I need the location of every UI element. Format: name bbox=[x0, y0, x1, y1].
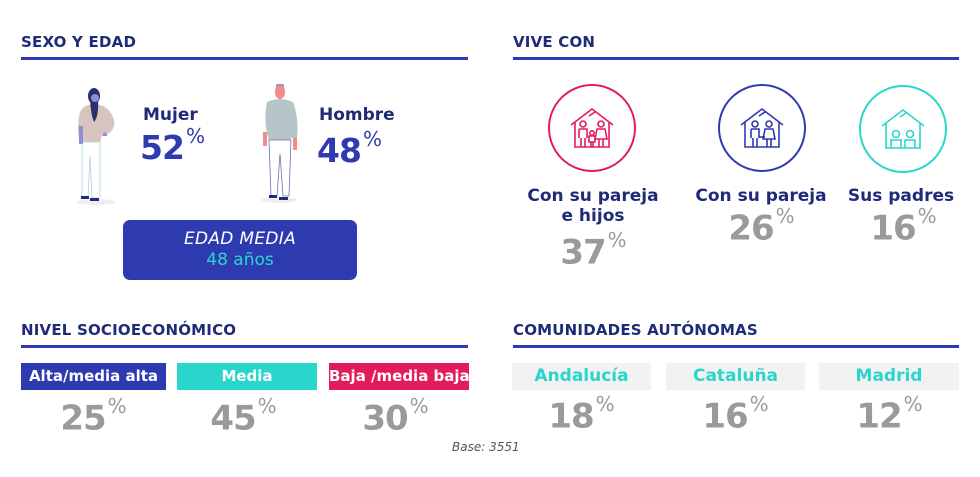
section-divider bbox=[513, 57, 959, 60]
ca-value-madrid: 12% bbox=[856, 392, 922, 437]
section-title-sexo-edad: SEXO Y EDAD bbox=[21, 33, 137, 51]
mujer-percentage: 52% bbox=[140, 124, 205, 167]
section-title-vive-con: VIVE CON bbox=[513, 33, 596, 51]
vive-con-value-padres: 16% bbox=[870, 204, 936, 249]
section-divider bbox=[21, 345, 468, 348]
base-footnote: Base: 3551 bbox=[452, 440, 520, 454]
label-line: e hijos bbox=[561, 206, 625, 226]
edad-media-title: EDAD MEDIA bbox=[183, 229, 297, 249]
vive-con-label-padres: Sus padres bbox=[847, 186, 955, 206]
hombre-percentage: 48% bbox=[317, 127, 382, 170]
ca-value-cataluna: 16% bbox=[702, 392, 768, 437]
edad-media-value: 48 años bbox=[206, 250, 274, 270]
ca-label-cataluna: Cataluña bbox=[666, 363, 805, 390]
nse-value-baja: 30% bbox=[362, 394, 428, 439]
label-line: Con su pareja bbox=[527, 186, 659, 206]
ca-value-andalucia: 18% bbox=[548, 392, 614, 437]
hombre-label: Hombre bbox=[319, 105, 395, 125]
vive-con-value-pareja: 26% bbox=[728, 204, 794, 249]
section-divider bbox=[21, 57, 468, 60]
section-title-nivel-socioeconomico: NIVEL SOCIOECONÓMICO bbox=[21, 321, 237, 339]
section-title-comunidades: COMUNIDADES AUTÓNOMAS bbox=[513, 321, 758, 339]
man-figure-icon bbox=[255, 82, 305, 204]
nse-value-alta: 25% bbox=[60, 394, 126, 439]
nse-label-alta: Alta/media alta bbox=[21, 363, 166, 390]
mujer-label: Mujer bbox=[143, 105, 198, 125]
house-parents-icon bbox=[859, 85, 947, 173]
section-divider bbox=[513, 345, 959, 348]
ca-label-andalucia: Andalucía bbox=[512, 363, 651, 390]
ca-label-madrid: Madrid bbox=[819, 363, 959, 390]
edad-media-box: EDAD MEDIA 48 años bbox=[123, 220, 357, 280]
woman-figure-icon bbox=[70, 86, 125, 206]
vive-con-label-pareja-hijos: Con su pareja e hijos bbox=[520, 186, 666, 226]
vive-con-label-pareja: Con su pareja bbox=[695, 186, 827, 206]
nse-label-baja: Baja /media baja bbox=[329, 363, 470, 390]
house-family-icon bbox=[548, 84, 636, 172]
nse-label-media: Media bbox=[177, 363, 317, 390]
vive-con-value-pareja-hijos: 37% bbox=[560, 228, 626, 273]
nse-value-media: 45% bbox=[210, 394, 276, 439]
house-couple-icon bbox=[718, 84, 806, 172]
